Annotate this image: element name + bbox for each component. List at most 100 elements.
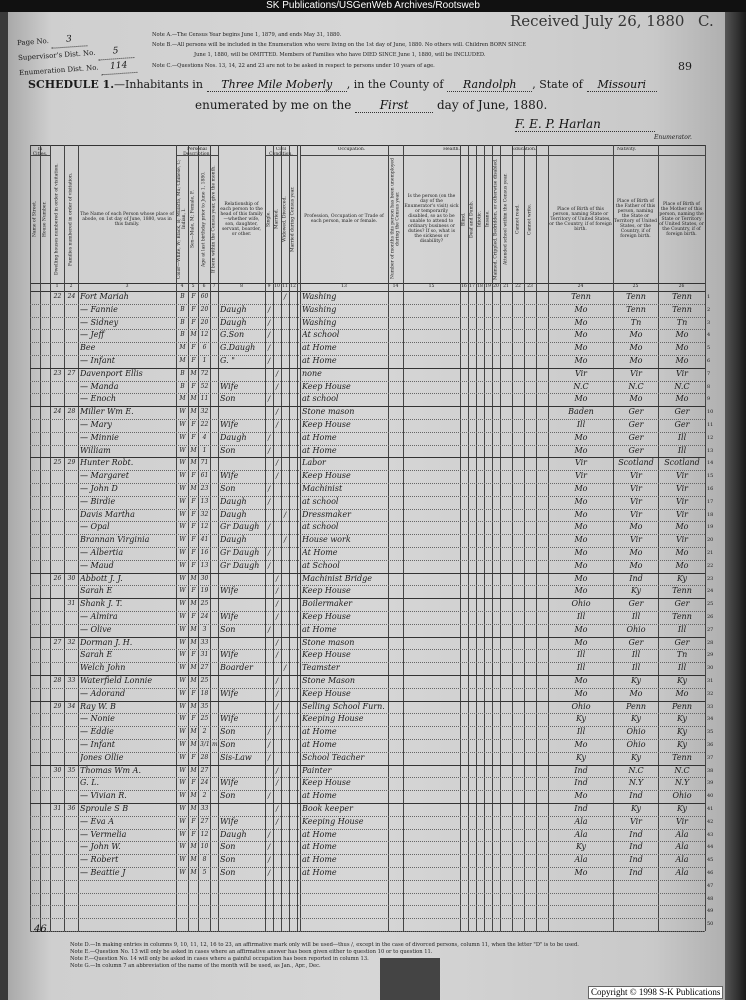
cell-sex: M — [190, 395, 197, 403]
cell-birth: Mo — [574, 573, 588, 583]
cell-sex: M — [190, 702, 197, 710]
line-number: 13 — [707, 447, 714, 454]
cell-family: 29 — [67, 459, 76, 467]
cell-occupation: Keeping House — [302, 816, 364, 826]
cell-color: W — [179, 408, 186, 416]
column-number: 8 — [240, 284, 243, 289]
cell-color: W — [179, 549, 186, 556]
cell-relation: Wife — [220, 688, 239, 698]
cell-color: B — [180, 382, 185, 390]
line-number: 31 — [707, 678, 714, 684]
cell-birth: Ky — [576, 752, 586, 762]
cell-birth: N.C — [573, 381, 589, 391]
cell-sex: F — [191, 779, 196, 787]
cell-family: 28 — [67, 408, 76, 416]
county-label: , in the County of — [346, 78, 444, 91]
cell-birth: Mo — [574, 330, 588, 340]
cell-occupation: Keeping House — [302, 714, 364, 724]
column-number: 7 — [212, 284, 216, 289]
cell-age: 25 — [200, 600, 209, 608]
cell-color: W — [179, 485, 186, 492]
cell-family: 34 — [67, 702, 76, 710]
cell-dwelling: 27 — [53, 638, 62, 646]
cell-age: 1 — [202, 446, 207, 454]
copyright-notice: Copyright © 1998 S-K Publications — [588, 986, 724, 999]
line-number: 1 — [707, 294, 711, 300]
cell-father: Ill — [631, 663, 641, 673]
cell-relation: Wife — [220, 650, 239, 660]
cell-name: Bee — [80, 343, 96, 353]
line-number: 9 — [707, 396, 711, 403]
column-number: 12 — [290, 284, 296, 289]
cell-name: — Eddie — [80, 727, 114, 737]
row-divider — [30, 764, 705, 766]
cell-color: W — [179, 561, 186, 569]
cell-mother: Mo — [675, 356, 689, 365]
cell-color: W — [179, 856, 186, 864]
column-number: 13 — [341, 284, 347, 289]
column-number: 25 — [632, 284, 639, 289]
note-c: Note C.—Questions Nos. 13, 14, 22 and 23… — [152, 63, 435, 69]
cell-name: — Infant — [80, 740, 115, 749]
cell-mother: Mo — [675, 394, 689, 404]
cell-name: Sproule S B — [80, 804, 129, 813]
cell-sex: M — [190, 625, 197, 633]
cell-birth: Mo — [574, 548, 588, 557]
cell-father: Vir — [629, 509, 643, 519]
civil-mark: / — [267, 830, 271, 839]
line-number: 38 — [707, 767, 714, 774]
cell-sex: F — [191, 689, 196, 697]
line-number: 10 — [707, 409, 714, 416]
cell-sex: F — [191, 421, 196, 428]
cell-birth: Ill — [576, 727, 586, 737]
cell-father: Ger — [628, 432, 644, 442]
civil-mark: / — [267, 728, 271, 737]
cell-relation: Boarder — [220, 663, 253, 673]
line-number: 36 — [707, 742, 714, 748]
enumerated-line: enumerated by me on the First day of Jun… — [195, 98, 547, 113]
cell-color: W — [179, 664, 186, 672]
cell-color: W — [179, 523, 186, 531]
line-number: 39 — [707, 780, 714, 787]
day-suffix: day of June, 1880. — [437, 98, 548, 112]
row-divider — [30, 867, 705, 868]
cell-relation: Daugh — [220, 432, 247, 442]
cell-sex: F — [191, 510, 196, 518]
column-divider — [281, 145, 282, 931]
cell-relation: Wife — [220, 381, 239, 391]
cell-father: Mo — [629, 343, 643, 353]
cell-father: Ind — [629, 791, 643, 801]
cell-age: 2 — [202, 728, 207, 736]
cell-birth: Ala — [574, 855, 588, 865]
row-divider — [30, 751, 705, 753]
row-divider — [30, 303, 705, 305]
cell-mother: Ala — [675, 855, 689, 865]
cell-mother: Vir — [675, 509, 689, 519]
cell-relation: Son — [220, 484, 236, 493]
column-number: 9 — [267, 284, 271, 289]
cell-name: Hunter Robt. — [80, 458, 134, 468]
row-divider — [30, 444, 705, 446]
column-number: 4 — [180, 284, 184, 289]
column-divider — [484, 145, 485, 931]
cell-father: Ohio — [626, 624, 646, 634]
cell-occupation: Selling School Furn. — [302, 701, 385, 711]
cell-age: 41 — [200, 536, 209, 544]
group-header-in-cities: In Cities. — [30, 147, 50, 156]
cell-dwelling: 25 — [53, 459, 62, 467]
cell-relation: Gr Daugh — [220, 522, 260, 532]
cell-relation: Gr Daugh — [220, 560, 260, 570]
column-divider — [188, 145, 189, 931]
group-header-occupation-group: Occupation. — [300, 147, 403, 156]
cell-name: Sarah E — [80, 650, 113, 660]
cell-color: W — [179, 587, 186, 595]
cell-age: 25 — [200, 715, 209, 723]
line-number: 35 — [707, 729, 714, 736]
cell-age: 25 — [200, 677, 209, 684]
row-divider — [30, 598, 705, 600]
cell-father: Mo — [629, 394, 643, 404]
line-number: 29 — [707, 652, 714, 659]
supervisor-label: Supervisor's Dist. No. — [17, 48, 96, 63]
row-divider — [30, 419, 705, 420]
cell-age: 24 — [200, 779, 209, 787]
